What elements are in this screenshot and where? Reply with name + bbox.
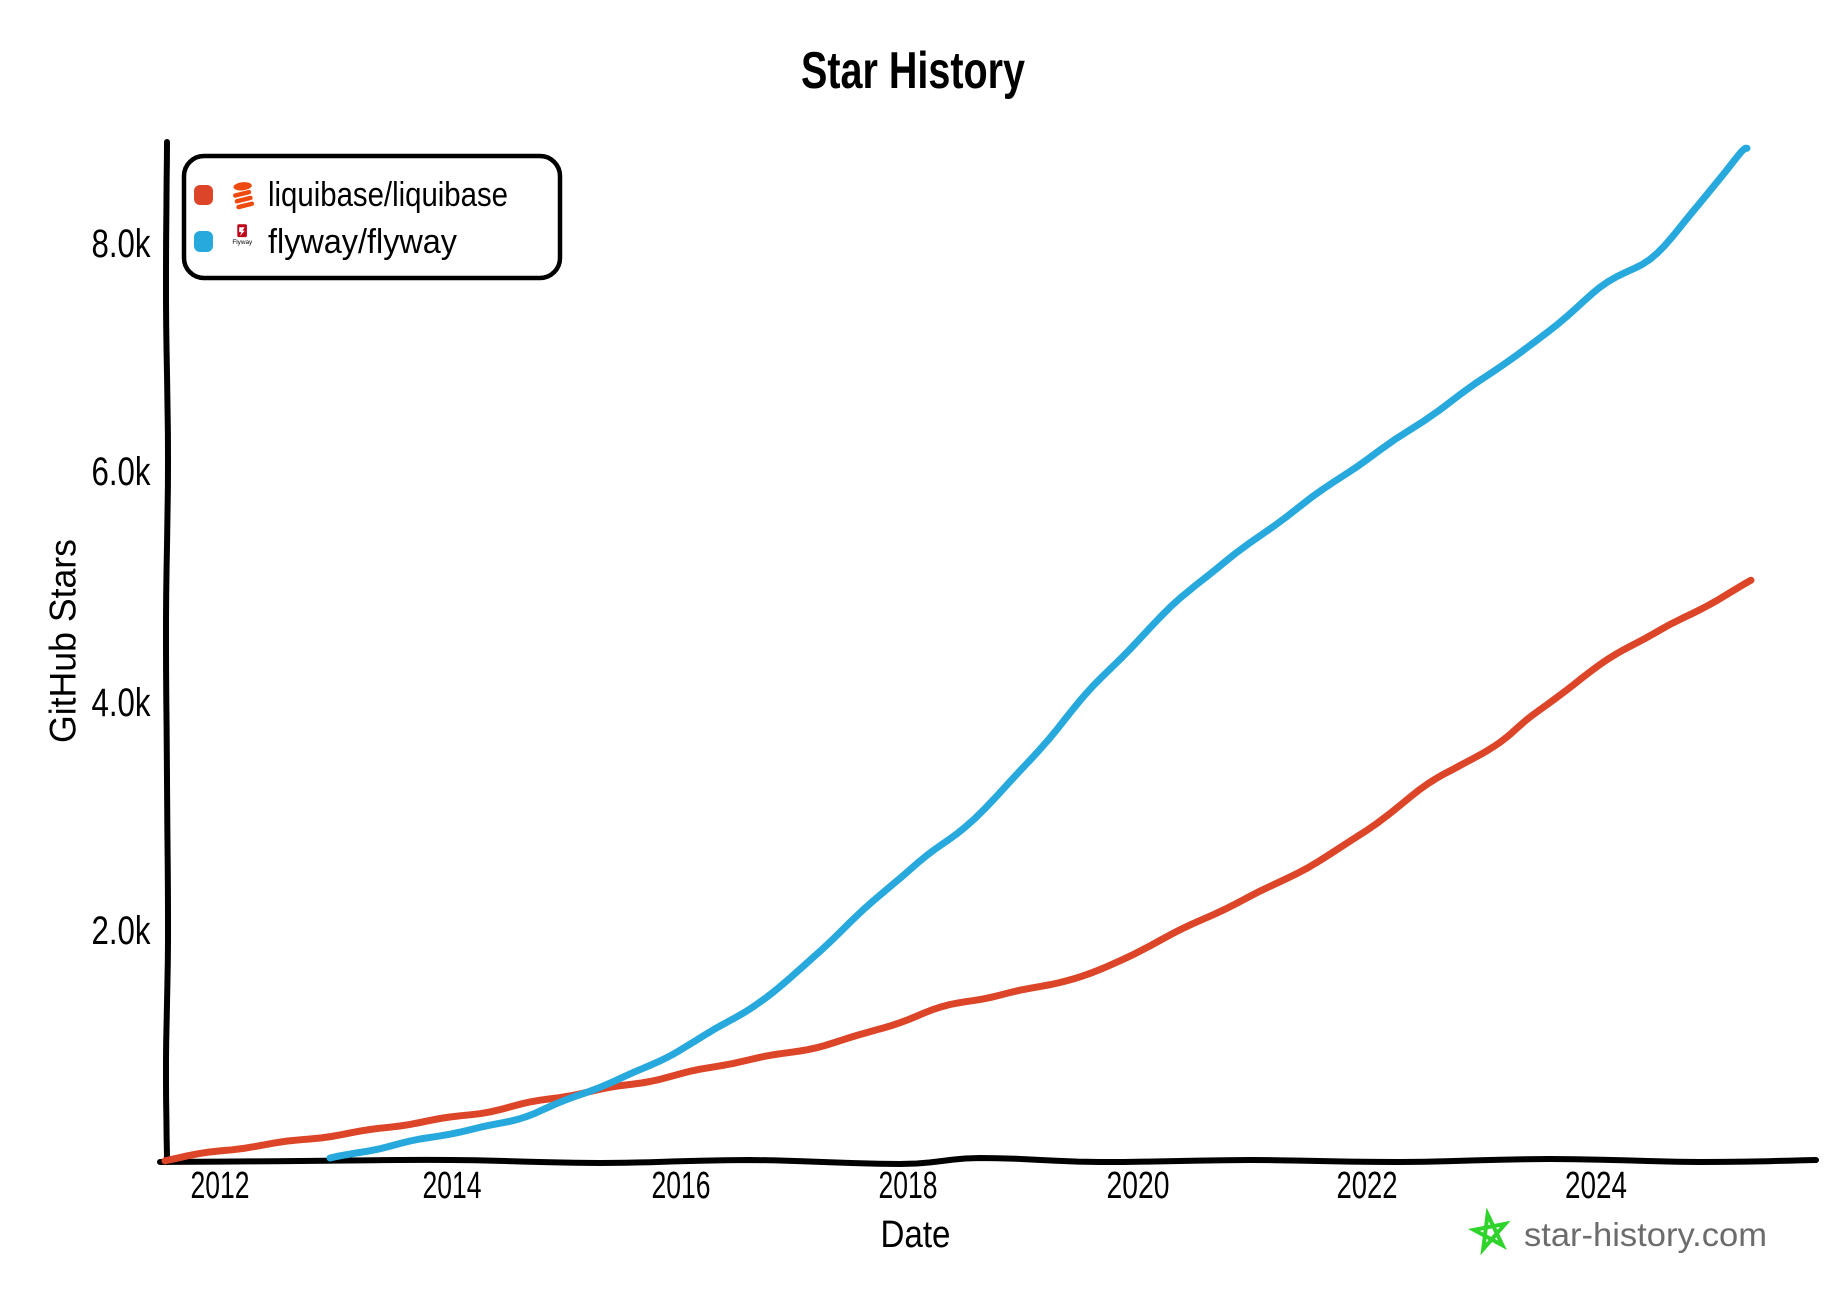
- svg-text:2016: 2016: [652, 1165, 711, 1207]
- svg-text:Star History: Star History: [801, 42, 1025, 100]
- svg-text:Date: Date: [881, 1214, 951, 1256]
- svg-text:flyway/flyway: flyway/flyway: [268, 223, 457, 261]
- svg-text:8.0k: 8.0k: [92, 222, 152, 266]
- svg-text:2024: 2024: [1565, 1165, 1627, 1207]
- svg-text:2.0k: 2.0k: [92, 909, 152, 953]
- svg-text:2018: 2018: [879, 1165, 938, 1207]
- svg-text:GitHub Stars: GitHub Stars: [43, 539, 84, 743]
- svg-text:2012: 2012: [191, 1165, 250, 1207]
- svg-text:6.0k: 6.0k: [92, 450, 152, 494]
- svg-text:2022: 2022: [1337, 1165, 1398, 1207]
- svg-text:liquibase/liquibase: liquibase/liquibase: [268, 176, 508, 214]
- svg-text:4.0k: 4.0k: [92, 681, 152, 725]
- svg-text:Flyway: Flyway: [232, 239, 253, 246]
- svg-text:star-history.com: star-history.com: [1524, 1216, 1767, 1253]
- svg-text:2014: 2014: [423, 1165, 482, 1207]
- svg-text:2020: 2020: [1107, 1165, 1170, 1207]
